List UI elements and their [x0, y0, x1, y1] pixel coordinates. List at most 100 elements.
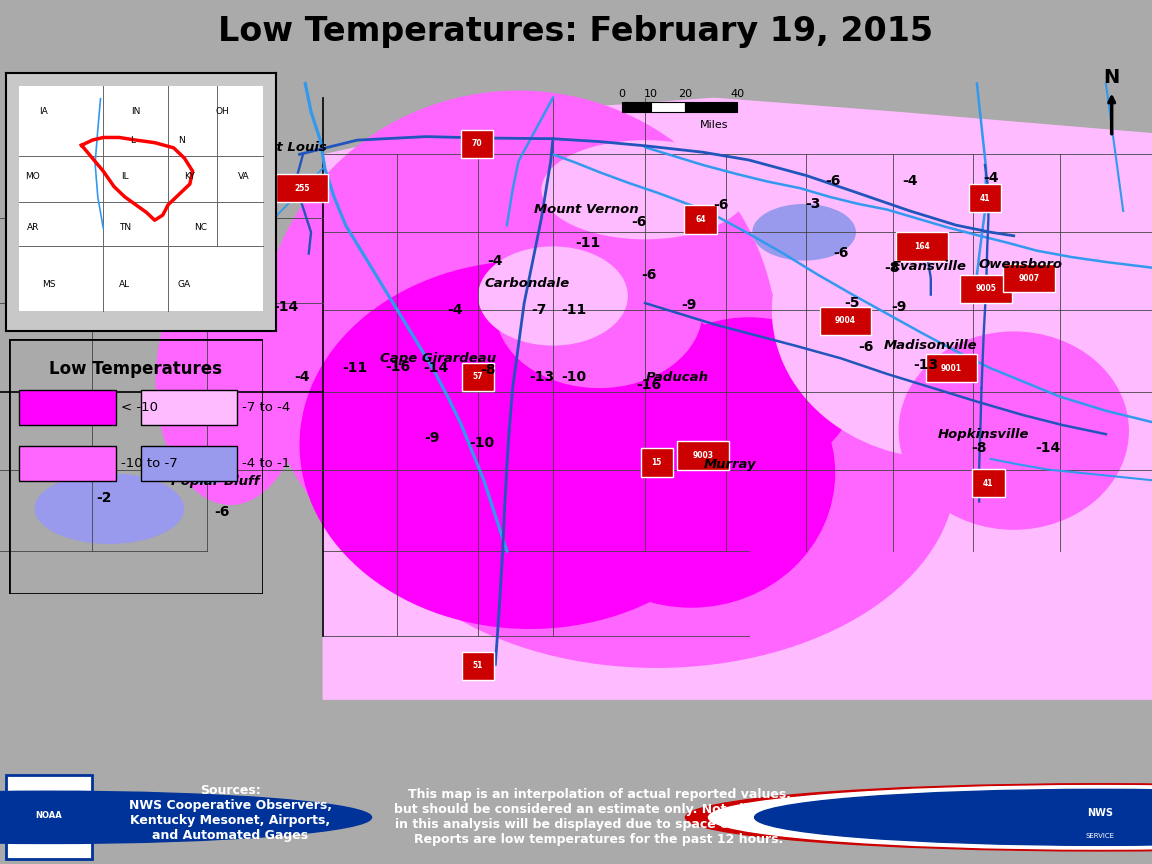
Text: NWS: NWS	[1087, 808, 1113, 817]
Text: VA: VA	[238, 172, 250, 181]
Text: NC: NC	[195, 224, 207, 232]
Text: -16: -16	[636, 378, 661, 391]
Text: -6: -6	[641, 268, 657, 282]
Text: Madisonville: Madisonville	[884, 339, 978, 353]
Text: IA: IA	[39, 107, 48, 116]
Text: Low Temperatures: Low Temperatures	[50, 360, 222, 378]
Bar	[651, 102, 685, 111]
Text: IN: IN	[131, 107, 141, 116]
Bar	[461, 130, 493, 158]
Text: NOAA: NOAA	[36, 811, 62, 820]
Bar	[462, 363, 494, 391]
Bar	[972, 469, 1005, 497]
Text: 15: 15	[651, 458, 662, 467]
Bar	[685, 102, 737, 111]
Text: Carbondale: Carbondale	[485, 276, 570, 289]
Text: OH: OH	[215, 107, 229, 116]
Text: 40: 40	[730, 89, 744, 99]
Text: -3: -3	[805, 197, 821, 211]
Circle shape	[708, 785, 1152, 849]
Text: KY: KY	[184, 172, 196, 181]
Text: Miles: Miles	[700, 120, 728, 130]
Text: -9: -9	[681, 297, 697, 312]
Circle shape	[685, 784, 1152, 851]
Ellipse shape	[35, 473, 184, 544]
Bar	[1002, 264, 1055, 293]
Text: Hopkinsville: Hopkinsville	[938, 428, 1030, 441]
Ellipse shape	[156, 257, 305, 505]
Text: -6: -6	[214, 505, 230, 519]
Ellipse shape	[357, 278, 956, 668]
Text: 0: 0	[619, 89, 626, 99]
Text: Paducah: Paducah	[646, 371, 708, 384]
Text: Owensboro: Owensboro	[979, 257, 1062, 270]
Text: -14: -14	[423, 361, 448, 375]
Bar	[684, 206, 717, 233]
Ellipse shape	[541, 140, 749, 239]
Ellipse shape	[645, 317, 852, 473]
Text: -6: -6	[713, 199, 729, 213]
Bar	[896, 232, 947, 261]
Text: -4: -4	[983, 171, 999, 186]
Text: 9007: 9007	[1018, 274, 1039, 283]
Text: L: L	[130, 136, 136, 144]
Text: IL: IL	[121, 172, 129, 181]
Text: < -10: < -10	[121, 401, 158, 414]
Text: N: N	[1104, 68, 1120, 87]
Text: This map is an interpolation of actual reported values,
but should be considered: This map is an interpolation of actual r…	[394, 788, 804, 847]
Text: -11: -11	[561, 303, 586, 317]
Text: AR: AR	[26, 224, 39, 232]
Text: -14: -14	[273, 300, 298, 314]
Text: SERVICE: SERVICE	[1085, 833, 1115, 839]
Bar	[820, 307, 872, 335]
Text: GA: GA	[177, 281, 191, 289]
Ellipse shape	[899, 332, 1129, 530]
Ellipse shape	[478, 246, 628, 346]
Text: 9001: 9001	[941, 364, 962, 372]
Text: 64: 64	[695, 215, 706, 224]
Text: -6: -6	[858, 340, 874, 354]
Text: -9: -9	[424, 430, 440, 445]
Bar	[6, 775, 92, 860]
Text: -4: -4	[487, 253, 503, 268]
Text: N: N	[179, 136, 185, 144]
Bar	[677, 442, 729, 470]
Text: -10: -10	[561, 371, 586, 384]
Bar	[276, 175, 328, 202]
Text: Low Temperatures: February 19, 2015: Low Temperatures: February 19, 2015	[219, 15, 933, 48]
Text: 70: 70	[471, 139, 483, 149]
Circle shape	[755, 790, 1152, 845]
Text: -13: -13	[529, 371, 554, 384]
Text: 9003: 9003	[692, 451, 713, 460]
Text: -5: -5	[844, 296, 861, 310]
Text: -8: -8	[884, 261, 900, 275]
Bar	[20, 446, 115, 481]
Bar	[622, 102, 651, 111]
Bar	[960, 275, 1011, 303]
Text: -16: -16	[385, 359, 410, 374]
Text: Evansville: Evansville	[892, 260, 968, 273]
Text: Saint Louis: Saint Louis	[244, 141, 327, 154]
Text: AL: AL	[120, 281, 130, 289]
Text: -9: -9	[890, 300, 907, 314]
Text: 255: 255	[294, 184, 310, 193]
Text: -6: -6	[833, 246, 849, 261]
Text: -4: -4	[447, 303, 463, 317]
Text: -10 to -7: -10 to -7	[121, 457, 177, 470]
Text: Mount Vernon: Mount Vernon	[535, 203, 638, 216]
Text: -4 to -1: -4 to -1	[242, 457, 290, 470]
Text: MO: MO	[25, 172, 40, 181]
Text: 20: 20	[679, 89, 692, 99]
Text: -6: -6	[631, 214, 647, 229]
Text: -6: -6	[825, 175, 841, 188]
Polygon shape	[323, 98, 1152, 700]
Text: -3: -3	[195, 462, 211, 477]
Text: 10: 10	[644, 89, 658, 99]
Text: -4: -4	[902, 175, 918, 188]
Text: Cape Girardeau: Cape Girardeau	[380, 352, 495, 365]
Text: Created by the
National Weather Service
Paducah, Kentucky: Created by the National Weather Service …	[821, 794, 1022, 841]
Bar	[141, 446, 237, 481]
Text: 57: 57	[472, 372, 484, 381]
Text: -13: -13	[914, 359, 939, 372]
Ellipse shape	[173, 448, 237, 485]
